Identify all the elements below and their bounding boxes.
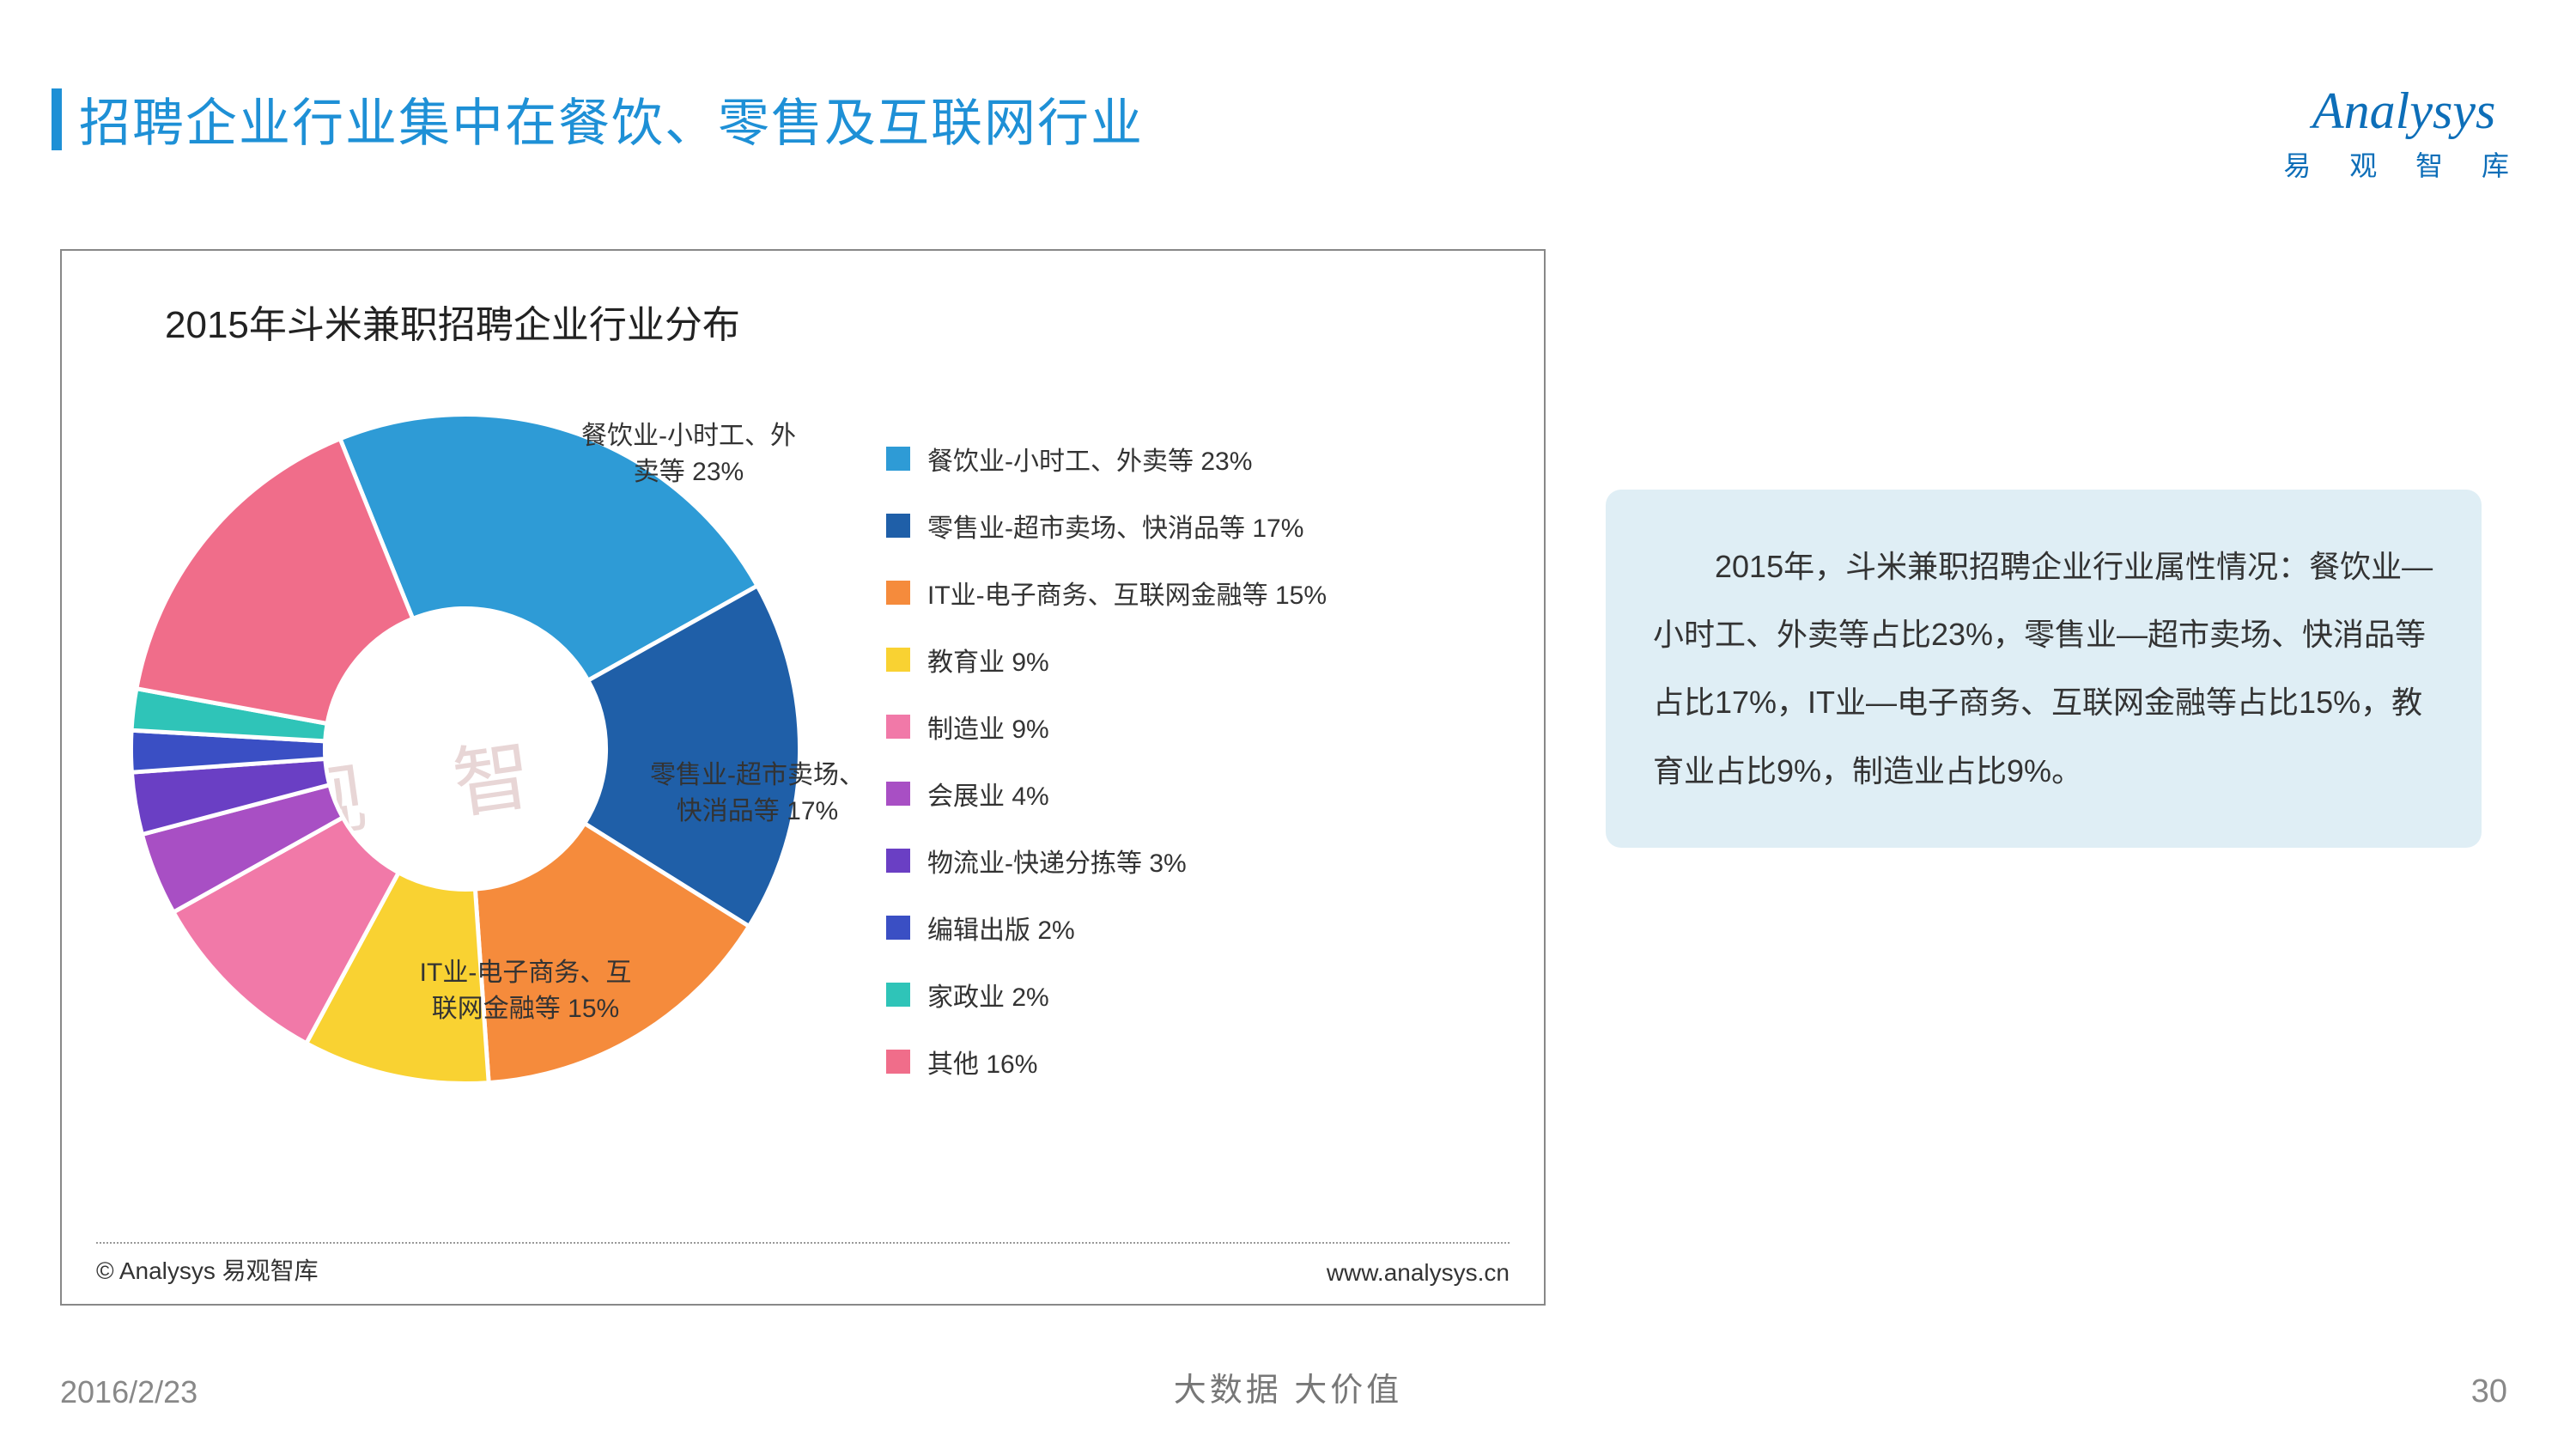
title-accent-bar xyxy=(52,88,62,150)
footer-date: 2016/2/23 xyxy=(60,1374,197,1410)
legend-row: 编辑出版 2% xyxy=(886,909,1327,947)
logo-main-text: Analysys xyxy=(2283,82,2524,141)
chart-divider xyxy=(96,1242,1510,1244)
legend-swatch xyxy=(886,983,910,1007)
legend-swatch xyxy=(886,849,910,873)
legend-label: 餐饮业-小时工、外卖等 23% xyxy=(927,440,1252,478)
legend-swatch xyxy=(886,447,910,471)
legend-swatch xyxy=(886,514,910,538)
logo: Analysys 易 观 智 库 xyxy=(2283,82,2524,184)
legend-label: 编辑出版 2% xyxy=(927,909,1075,947)
legend-row: 物流业-快递分拣等 3% xyxy=(886,842,1327,880)
legend-swatch xyxy=(886,782,910,806)
legend-row: 会展业 4% xyxy=(886,775,1327,813)
header: 招聘企业行业集中在餐饮、零售及互联网行业 Analysys 易 观 智 库 xyxy=(52,82,2524,184)
legend-row: 餐饮业-小时工、外卖等 23% xyxy=(886,440,1327,478)
description-box: 2015年，斗米兼职招聘企业行业属性情况：餐饮业—小时工、外卖等占比23%，零售… xyxy=(1606,490,2482,848)
chart-legend: 餐饮业-小时工、外卖等 23% 零售业-超市卖场、快消品等 17% IT业-电子商务… xyxy=(886,440,1327,1110)
legend-row: IT业-电子商务、互联网金融等 15% xyxy=(886,574,1327,612)
chart-title: 2015年斗米兼职招聘企业行业分布 xyxy=(165,294,740,349)
legend-swatch xyxy=(886,1050,910,1074)
legend-label: IT业-电子商务、互联网金融等 15% xyxy=(927,574,1327,612)
chart-container: 2015年斗米兼职招聘企业行业分布 观 智 库 餐饮业-小时工、外卖等 23%零… xyxy=(60,249,1546,1306)
legend-label: 制造业 9% xyxy=(927,708,1049,746)
legend-label: 会展业 4% xyxy=(927,775,1049,813)
legend-label: 教育业 9% xyxy=(927,641,1049,679)
footer-center: 大数据 大价值 xyxy=(1174,1363,1403,1410)
legend-row: 制造业 9% xyxy=(886,708,1327,746)
title-wrap: 招聘企业行业集中在餐饮、零售及互联网行业 xyxy=(52,82,1144,156)
legend-swatch xyxy=(886,648,910,672)
slice-label: IT业-电子商务、互联网金融等 15% xyxy=(362,955,689,1027)
legend-swatch xyxy=(886,715,910,739)
slice-label: 餐饮业-小时工、外卖等 23% xyxy=(526,418,852,490)
legend-row: 其他 16% xyxy=(886,1043,1327,1081)
footer-page: 30 xyxy=(2471,1373,2507,1410)
legend-row: 零售业-超市卖场、快消品等 17% xyxy=(886,507,1327,545)
page-title: 招聘企业行业集中在餐饮、零售及互联网行业 xyxy=(79,82,1144,156)
legend-label: 家政业 2% xyxy=(927,976,1049,1014)
chart-copyright: © Analysys 易观智库 xyxy=(96,1252,319,1287)
legend-row: 家政业 2% xyxy=(886,976,1327,1014)
chart-url: www.analysys.cn xyxy=(1327,1259,1510,1287)
legend-row: 教育业 9% xyxy=(886,641,1327,679)
slice-label: 零售业-超市卖场、快消品等 17% xyxy=(594,758,920,830)
logo-sub-text: 易 观 智 库 xyxy=(2283,144,2524,184)
legend-swatch xyxy=(886,916,910,940)
legend-label: 其他 16% xyxy=(927,1043,1037,1081)
legend-label: 物流业-快递分拣等 3% xyxy=(927,842,1187,880)
legend-label: 零售业-超市卖场、快消品等 17% xyxy=(927,507,1303,545)
legend-swatch xyxy=(886,581,910,605)
